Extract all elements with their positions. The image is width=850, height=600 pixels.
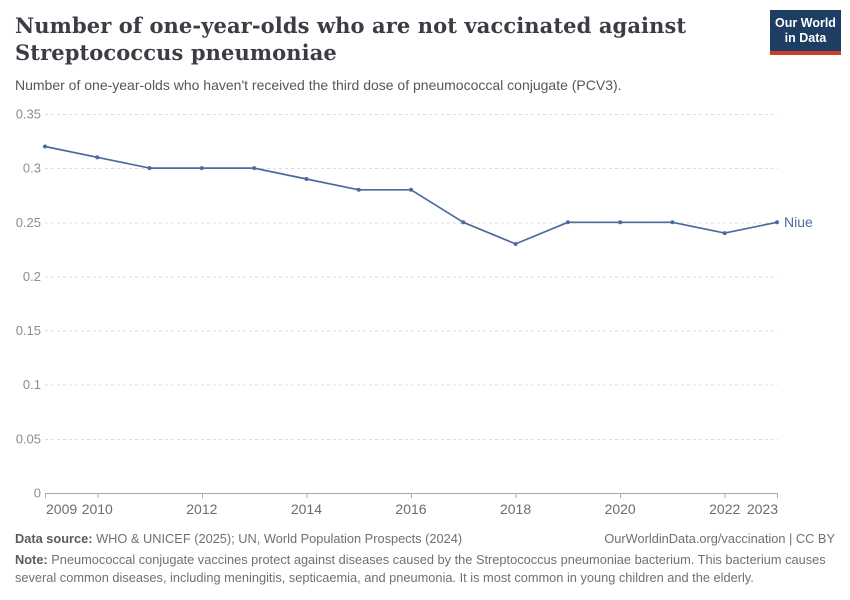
data-point[interactable] [409,187,413,192]
y-tick-label: 0.05 [16,431,41,446]
data-point[interactable] [304,176,309,181]
footer-note: Note: Pneumococcal conjugate vaccines pr… [15,552,826,585]
y-tick-label: 0.3 [23,161,41,176]
owid-logo-line1: Our World [775,16,836,30]
data-point[interactable] [252,166,257,171]
page-title: Number of one-year-olds who are not vacc… [15,13,687,65]
data-point[interactable] [199,166,204,171]
data-point[interactable] [513,241,518,246]
data-point[interactable] [147,166,152,171]
x-tick-label: 2016 [395,501,426,517]
data-point[interactable] [618,220,623,225]
data-point[interactable] [775,220,779,225]
series-end-label[interactable]: Niue [784,214,813,230]
data-point[interactable] [461,220,466,225]
y-tick-label: 0.35 [16,107,41,122]
trend-line[interactable] [44,145,778,245]
y-tick-label: 0.15 [16,323,41,338]
data-point[interactable] [722,231,727,236]
data-point[interactable] [670,220,675,225]
note-label: Note: [15,552,48,567]
x-tick-label: 2018 [500,501,531,517]
x-tick-label: 2012 [186,501,217,517]
x-tick-label: 2014 [291,501,322,517]
x-tick-label: 2009 [46,501,77,517]
footer-sources-row: Data source: WHO & UNICEF (2025); UN, Wo… [15,530,835,548]
x-tick-label: 2023 [747,501,778,517]
data-source-text: Data source: WHO & UNICEF (2025); UN, Wo… [15,531,463,546]
owid-logo[interactable]: Our World in Data [770,10,841,55]
owid-license-link[interactable]: OurWorldinData.org/vaccination | CC BY [604,531,835,546]
chart-subtitle: Number of one-year-olds who haven't rece… [15,77,622,93]
x-tick-label: 2022 [709,501,740,517]
x-tick-label: 2010 [82,501,113,517]
owid-logo-line2: in Data [784,31,827,45]
data-source-label: Data source: [15,531,93,546]
y-tick-label: 0.1 [23,377,41,392]
y-tick-label: 0 [34,486,41,501]
y-tick-label: 0.25 [16,215,41,230]
data-point[interactable] [356,187,361,192]
data-point[interactable] [43,144,47,149]
chart-footer: Data source: WHO & UNICEF (2025); UN, Wo… [15,530,835,587]
y-tick-label: 0.2 [23,269,41,284]
data-point[interactable] [95,155,100,160]
line-chart[interactable]: 0 0.05 0.1 0.15 0.2 0.25 0.3 0.35 2009 2010 2012 20… [0,100,850,525]
data-point[interactable] [565,220,570,225]
chart-area: 0 0.05 0.1 0.15 0.2 0.25 0.3 0.35 2009 2010 2012 20… [0,100,850,525]
x-tick-label: 2020 [605,501,636,517]
